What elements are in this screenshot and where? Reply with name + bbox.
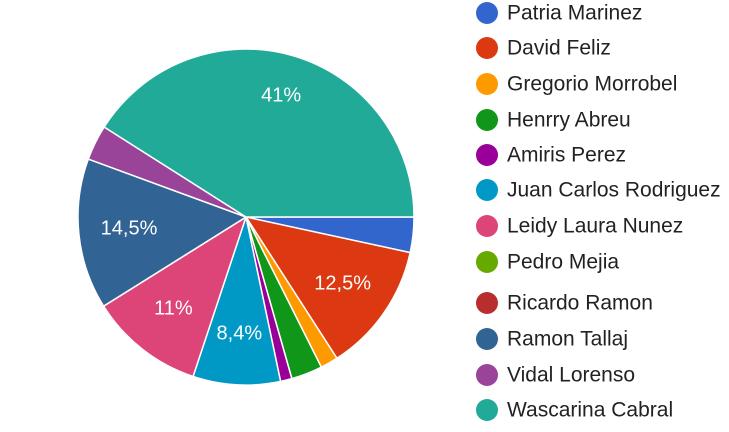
slice-label: 41% (261, 84, 301, 106)
pie-slice (102, 215, 248, 378)
legend-marker (476, 144, 498, 166)
slice-label: 11% (154, 298, 193, 320)
legend-label: Ricardo Ramon (507, 292, 653, 315)
legend-label: Wascarina Cabral (507, 399, 673, 422)
legend-marker (476, 179, 498, 201)
legend-label: Juan Carlos Rodriguez (507, 179, 721, 202)
slice-label: 12,5% (314, 272, 371, 294)
legend-marker (476, 292, 498, 314)
pie-slice (103, 48, 415, 218)
legend-marker (476, 364, 498, 386)
legend-label: Pedro Mejia (507, 251, 619, 274)
legend-marker (476, 328, 498, 350)
pie-slice (192, 214, 282, 386)
legend-label: Patria Marinez (507, 2, 642, 25)
legend-marker (476, 2, 498, 24)
pie-slice (244, 215, 412, 360)
legend-marker (476, 399, 498, 421)
legend-label: Vidal Lorenso (507, 364, 635, 387)
legend-label: Henrry Abreu (507, 109, 631, 132)
legend-marker (476, 37, 498, 59)
pie-slice (77, 158, 248, 308)
legend-label: David Feliz (507, 37, 611, 60)
legend-marker (476, 109, 498, 131)
legend-marker (476, 215, 498, 237)
legend-marker (476, 251, 498, 273)
legend-marker (476, 73, 498, 95)
legend-label: Ramon Tallaj (507, 328, 628, 351)
legend-label: Leidy Laura Nunez (507, 215, 683, 238)
legend-label: Amiris Perez (507, 144, 626, 167)
legend-label: Gregorio Morrobel (507, 73, 677, 96)
slice-label: 8,4% (217, 323, 263, 345)
slice-label: 14,5% (101, 217, 158, 239)
